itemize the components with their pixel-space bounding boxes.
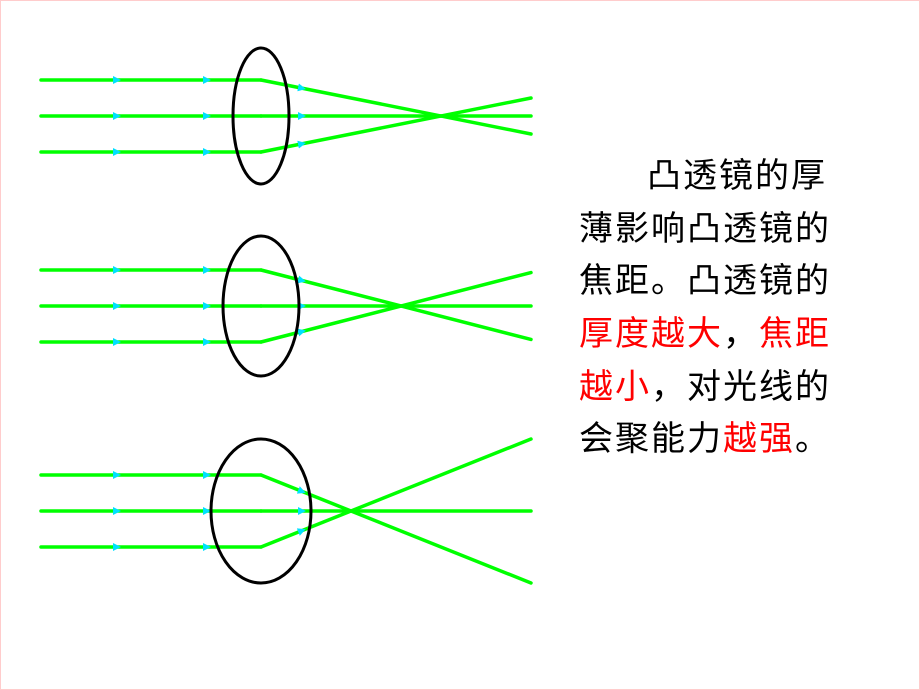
text-seg-2: 厚度越大	[579, 316, 723, 353]
text-seg-1: 凸透镜的厚薄影响凸透镜的焦距。凸透镜的	[579, 158, 831, 300]
lens-diagrams-container	[31, 31, 551, 631]
explanation-text: 凸透镜的厚薄影响凸透镜的焦距。凸透镜的厚度越大，焦距越小，对光线的会聚能力越强。	[579, 151, 859, 467]
text-seg-3: ，	[723, 316, 759, 353]
text-seg-6: 越强	[723, 421, 795, 458]
lens-diagram-svg	[31, 31, 551, 631]
text-seg-7: 。	[795, 421, 831, 458]
